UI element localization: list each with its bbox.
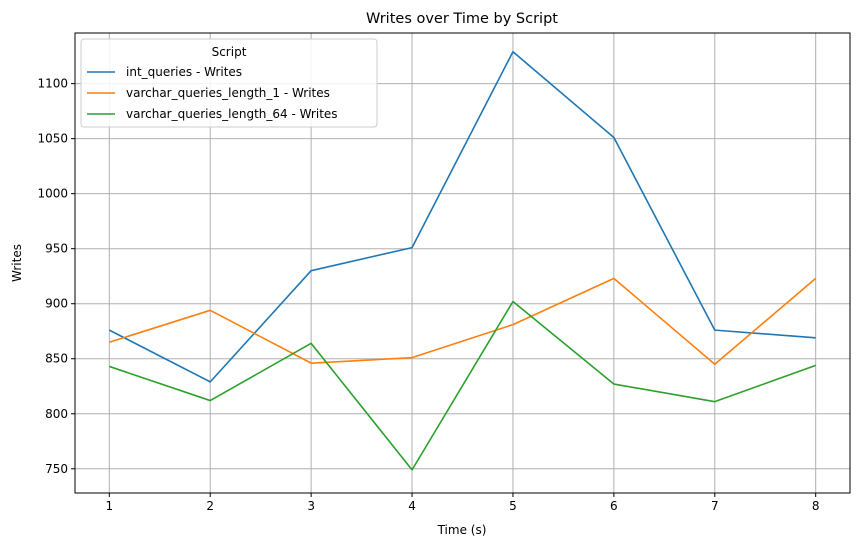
plot-frame (74, 32, 851, 494)
y-tick-label: 800 (45, 407, 68, 421)
x-axis-ticks: 1 2 3 4 5 6 7 8 (105, 493, 820, 513)
y-tick-label: 1000 (37, 187, 68, 201)
x-tick-label: 4 (408, 499, 416, 513)
legend-items: int_queries - Writes varchar_queries_leng… (87, 65, 338, 121)
legend-label-3: varchar_queries_length_64 - Writes (126, 107, 338, 121)
y-tick-label: 950 (45, 242, 68, 256)
y-tick-label: 750 (45, 462, 68, 476)
x-tick-label: 1 (105, 499, 113, 513)
x-tick-label: 6 (610, 499, 618, 513)
series-lines (108, 50, 817, 471)
series-line-1 (108, 50, 816, 383)
y-axis-ticks: 750 800 850 900 950 1000 1050 1100 (37, 77, 75, 476)
y-tick-label: 1050 (37, 132, 68, 146)
x-tick-label: 8 (812, 499, 820, 513)
legend-title: Script (212, 45, 247, 59)
series-line-3 (109, 300, 816, 471)
x-tick-label: 2 (206, 499, 214, 513)
y-tick-label: 900 (45, 297, 68, 311)
chart-title: Writes over Time by Script (366, 11, 558, 27)
legend-label-1: int_queries - Writes (126, 65, 242, 79)
series-line-2 (109, 277, 817, 366)
legend-label-2: varchar_queries_length_1 - Writes (126, 86, 330, 100)
y-tick-label: 1100 (37, 77, 68, 91)
legend: Script int_queries - Writes varchar_queri… (80, 38, 378, 128)
x-tick-label: 5 (509, 499, 517, 513)
x-axis-label: Time (s) (437, 523, 487, 537)
y-tick-label: 850 (45, 352, 68, 366)
y-axis-label: Writes (10, 244, 24, 282)
x-tick-label: 3 (307, 499, 315, 513)
legend-box (80, 38, 378, 128)
x-tick-label: 7 (711, 499, 719, 513)
